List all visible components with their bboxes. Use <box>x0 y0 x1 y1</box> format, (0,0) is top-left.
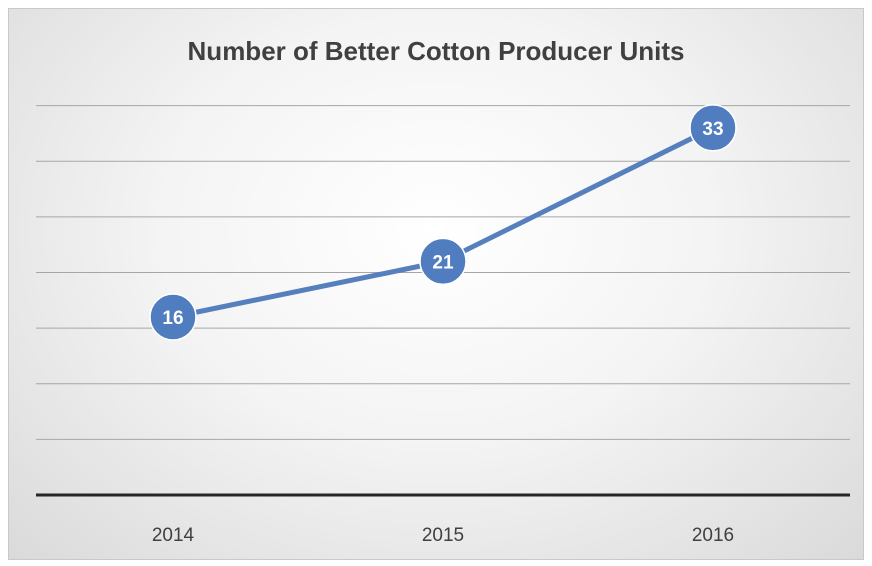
data-label: 21 <box>432 252 454 273</box>
chart-title: Number of Better Cotton Producer Units <box>187 36 685 66</box>
x-tick-labels: 2014 2015 2016 <box>152 525 734 546</box>
series-polyline <box>170 125 716 320</box>
data-label: 16 <box>162 308 183 329</box>
data-markers: 16 21 33 <box>149 104 737 341</box>
x-tick-label: 2014 <box>152 525 195 546</box>
data-point-marker <box>149 293 197 341</box>
data-point-marker <box>419 237 467 286</box>
x-tick-label: 2016 <box>692 525 734 546</box>
series-line <box>170 125 716 320</box>
gridlines <box>36 105 850 440</box>
data-label: 33 <box>702 119 723 140</box>
data-point-marker <box>689 104 737 152</box>
x-tick-label: 2015 <box>422 525 464 546</box>
